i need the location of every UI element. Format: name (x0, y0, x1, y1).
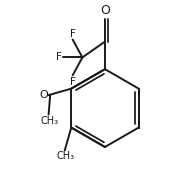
Text: CH₃: CH₃ (56, 151, 75, 161)
Text: O: O (39, 90, 48, 100)
Text: O: O (100, 4, 110, 17)
Text: F: F (70, 29, 76, 39)
Text: F: F (56, 52, 62, 62)
Text: F: F (70, 77, 76, 87)
Text: CH₃: CH₃ (40, 116, 59, 126)
